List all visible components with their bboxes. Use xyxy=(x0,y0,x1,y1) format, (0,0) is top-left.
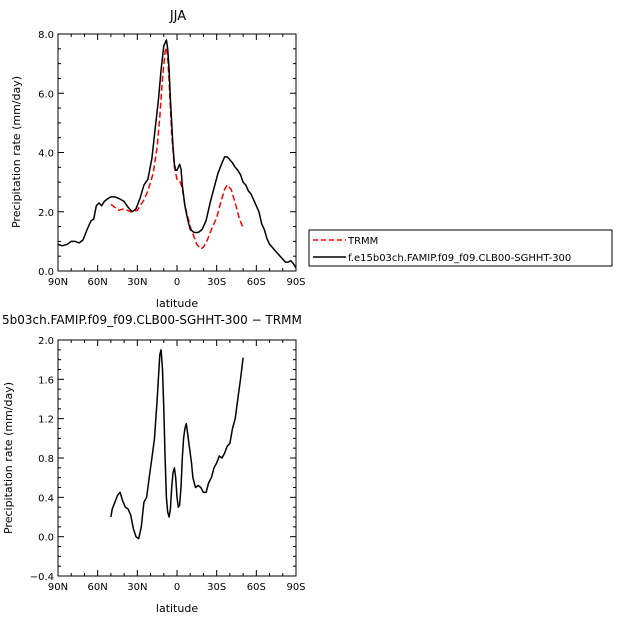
panel2-ylabel: Precipitation rate (mm/day) xyxy=(2,382,15,534)
y-tick-label: 8.0 xyxy=(38,30,54,41)
legend-label-model: f.e15b03ch.FAMIP.f09_f09.CLB00-SGHHT-300 xyxy=(348,253,571,264)
x-tick-label: 60S xyxy=(247,582,266,593)
panel2-y-tick-labels: −0.4 0.0 0.4 0.8 1.2 1.6 2.0 xyxy=(30,336,54,583)
panel2-ticks xyxy=(57,339,297,577)
x-tick-label: 60N xyxy=(88,277,108,288)
y-tick-label: 2.0 xyxy=(38,208,54,219)
y-tick-label: 0.8 xyxy=(38,454,54,465)
y-tick-label: 1.2 xyxy=(38,415,54,426)
panel2-frame xyxy=(57,339,297,577)
panel-difference: 5b03ch.FAMIP.f09_f09.CLB00-SGHHT-300 − T… xyxy=(2,313,306,615)
x-tick-label: 90S xyxy=(286,277,305,288)
y-tick-label: 6.0 xyxy=(38,89,54,100)
panel1-plot-area xyxy=(57,39,297,269)
panel2-xlabel: latitude xyxy=(156,602,198,615)
x-tick-label: 30N xyxy=(127,277,147,288)
series-line-model xyxy=(57,39,297,269)
x-tick-label: 90N xyxy=(48,277,68,288)
panel1-xlabel: latitude xyxy=(156,297,198,310)
panel1-ticks xyxy=(57,33,297,272)
x-tick-label: 30N xyxy=(127,582,147,593)
x-tick-label: 30S xyxy=(207,582,226,593)
x-tick-label: 90S xyxy=(286,582,305,593)
panel2-title: 5b03ch.FAMIP.f09_f09.CLB00-SGHHT-300 − T… xyxy=(2,313,302,327)
legend: TRMM f.e15b03ch.FAMIP.f09_f09.CLB00-SGHH… xyxy=(308,229,613,267)
y-tick-label: 0.0 xyxy=(38,267,54,278)
y-tick-label: 0.4 xyxy=(38,493,54,504)
y-tick-label: 0.0 xyxy=(38,533,54,544)
y-tick-label: 2.0 xyxy=(38,336,54,347)
series-line-trmm xyxy=(110,46,244,250)
legend-label-trmm: TRMM xyxy=(347,236,378,247)
x-tick-label: 0 xyxy=(174,582,180,593)
panel2-x-tick-labels: 90N 60N 30N 0 30S 60S 90S xyxy=(48,582,306,593)
x-tick-label: 90N xyxy=(48,582,68,593)
panel2-plot-area xyxy=(110,349,244,540)
panel1-ylabel: Precipitation rate (mm/day) xyxy=(10,76,23,228)
legend-box xyxy=(308,229,613,267)
x-tick-label: 60S xyxy=(247,277,266,288)
y-tick-label: 1.6 xyxy=(38,375,54,386)
panel1-title: JJA xyxy=(169,9,186,24)
x-tick-label: 0 xyxy=(174,277,180,288)
panel1-y-tick-labels: 0.0 2.0 4.0 6.0 8.0 xyxy=(38,30,54,278)
x-tick-label: 30S xyxy=(207,277,226,288)
y-tick-label: 4.0 xyxy=(38,149,54,160)
panel1-x-tick-labels: 90N 60N 30N 0 30S 60S 90S xyxy=(48,277,306,288)
x-tick-label: 60N xyxy=(88,582,108,593)
series-line-difference xyxy=(110,349,244,540)
y-tick-label: −0.4 xyxy=(30,572,54,583)
panel1-frame xyxy=(57,33,297,272)
panel-mean-precip: JJA 90N 60N 30N 0 30S 60S 90S 0.02.04.06.08.0 … xyxy=(10,9,306,310)
